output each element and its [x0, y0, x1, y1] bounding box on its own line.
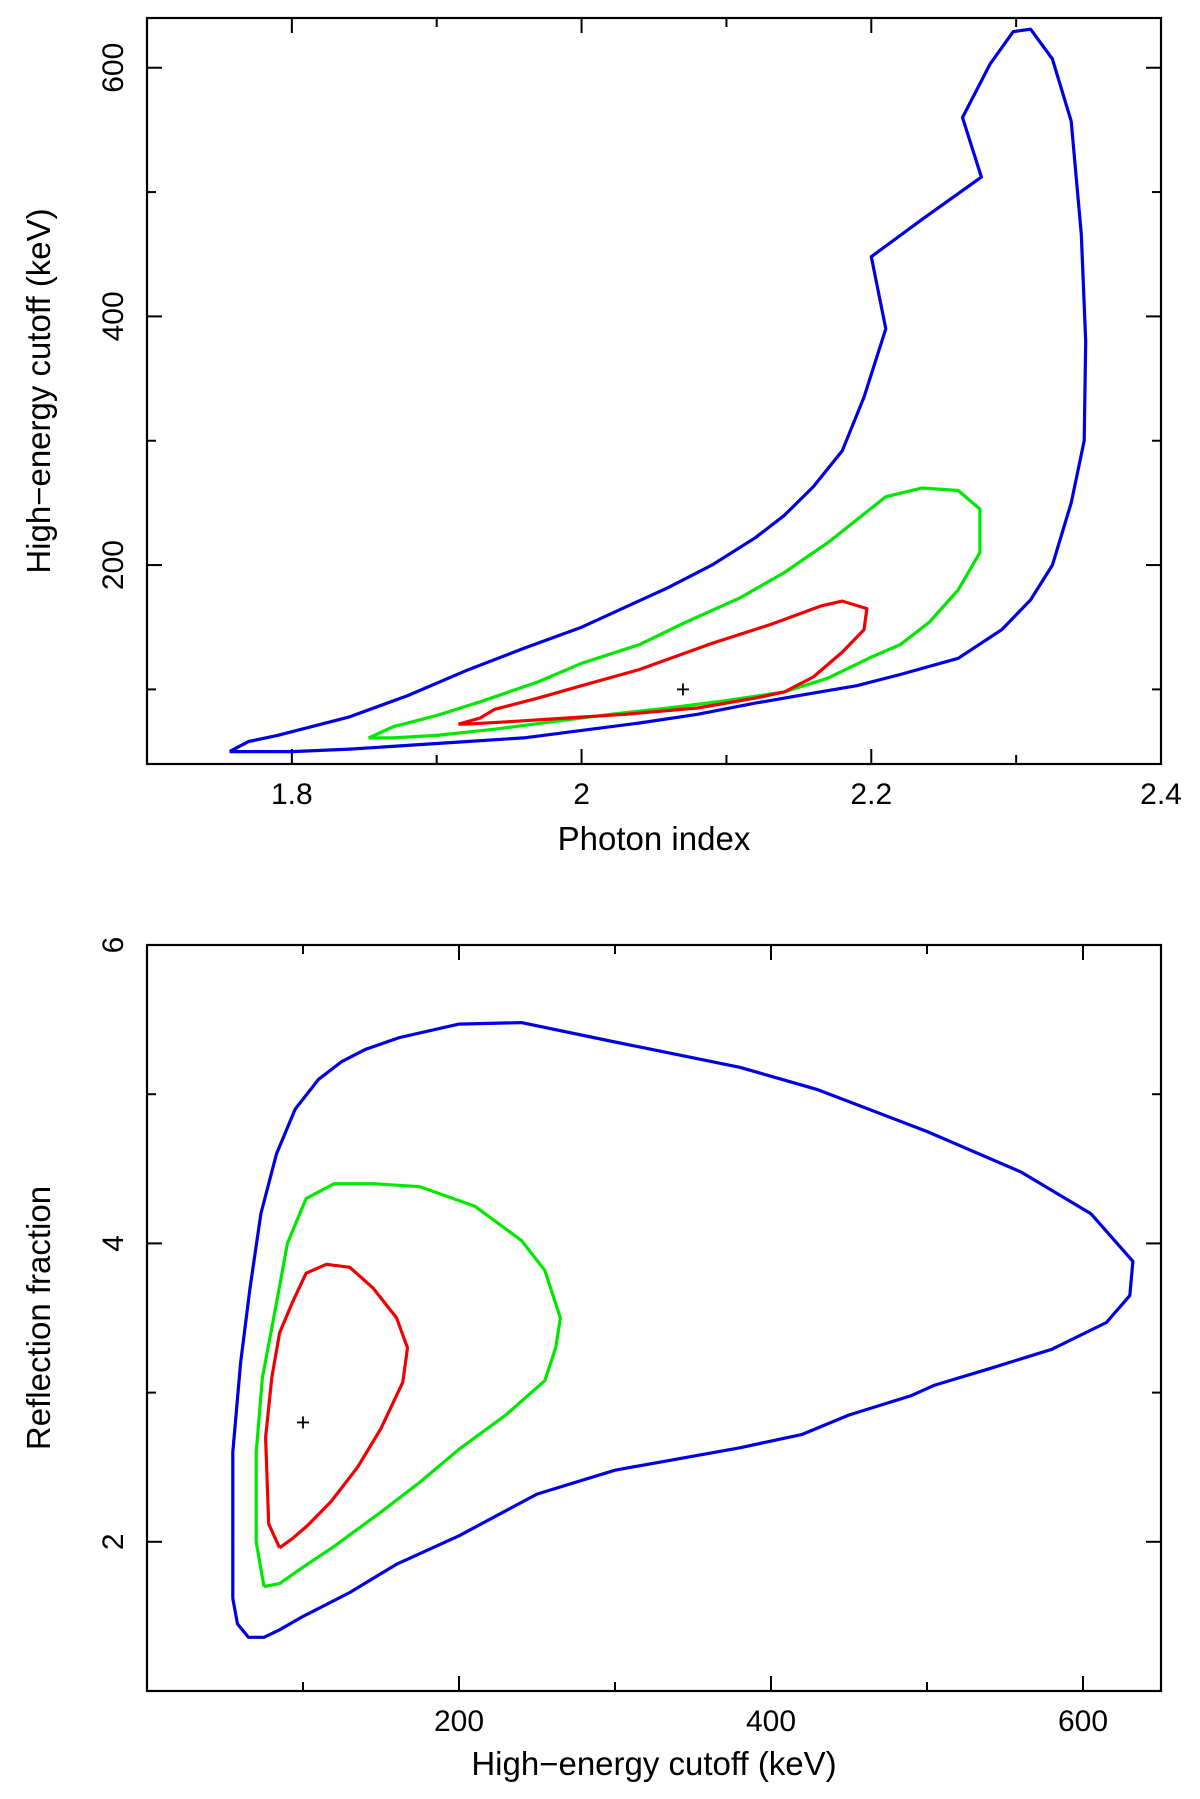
bottom-contour-middle	[254, 1182, 563, 1589]
top-panel: 1.8 2 2.2 2.4 200 400 600 Photon index High−e…	[20, 16, 1182, 857]
bottom-y-tick-label: 2	[97, 1533, 130, 1550]
bottom-best-fit-marker	[297, 1416, 309, 1429]
bottom-y-tick-labels: 2 4 6	[97, 937, 130, 1550]
top-plot-frame	[145, 16, 1163, 766]
bottom-y-tick-label: 6	[97, 937, 130, 954]
bottom-y-axis-title: Reflection fraction	[20, 1186, 57, 1450]
top-y-tick-label: 600	[97, 43, 130, 93]
bottom-contour-inner	[264, 1262, 410, 1550]
top-x-tick-label: 1.8	[271, 778, 313, 811]
top-ticks	[146, 18, 1162, 764]
bottom-x-axis-title: High−energy cutoff (keV)	[471, 1745, 836, 1782]
bottom-x-tick-label: 600	[1058, 1705, 1108, 1738]
top-y-axis-title: High−energy cutoff (keV)	[20, 208, 57, 573]
top-contours	[228, 27, 1088, 754]
bottom-x-tick-label: 200	[434, 1705, 484, 1738]
bottom-panel: 200 400 600 2 4 6 High−energy cutoff (keV) R…	[20, 937, 1163, 1782]
top-y-tick-label: 400	[97, 291, 130, 341]
top-x-tick-label: 2.2	[850, 778, 892, 811]
bottom-contours	[231, 1020, 1135, 1639]
top-x-tick-label: 2	[573, 778, 590, 811]
bottom-x-tick-label: 400	[746, 1705, 796, 1738]
top-best-fit-marker	[676, 683, 689, 696]
top-contour-inner	[457, 599, 869, 726]
bottom-x-tick-labels: 200 400 600	[434, 1705, 1108, 1738]
top-x-tick-label: 2.4	[1140, 778, 1182, 811]
top-x-tick-labels: 1.8 2 2.2 2.4	[271, 778, 1182, 811]
bottom-plot-frame	[145, 943, 1163, 1693]
bottom-ticks	[147, 944, 1161, 1692]
top-x-axis-title: Photon index	[558, 820, 751, 857]
bottom-y-tick-label: 4	[97, 1235, 130, 1252]
top-y-tick-labels: 200 400 600	[97, 43, 130, 590]
top-contour-outer	[228, 27, 1088, 754]
top-contour-middle	[367, 486, 982, 740]
top-y-tick-label: 200	[97, 540, 130, 590]
bottom-contour-outer	[231, 1020, 1135, 1639]
